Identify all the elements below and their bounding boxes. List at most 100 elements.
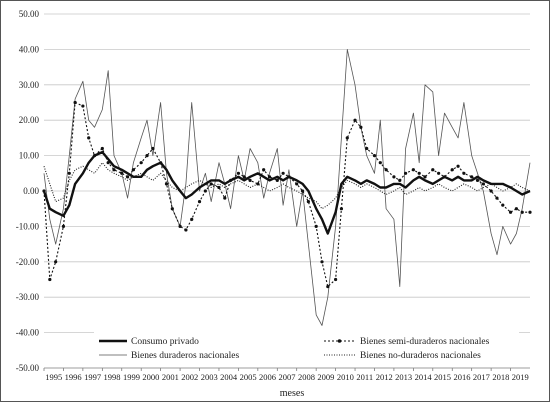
series-marker — [372, 154, 377, 158]
series-marker — [489, 189, 493, 193]
legend-box — [94, 331, 519, 361]
series-marker — [281, 171, 285, 175]
series-marker — [431, 168, 435, 172]
legend-marker — [337, 339, 342, 343]
series-marker — [384, 168, 388, 172]
series-marker — [256, 182, 260, 186]
series-marker — [295, 182, 299, 186]
series-marker — [470, 175, 474, 179]
series-marker — [236, 171, 240, 175]
series-marker — [398, 178, 402, 182]
series-marker — [112, 168, 116, 172]
x-tick-label: 2016 — [453, 372, 470, 382]
grid-lines — [44, 13, 530, 369]
series-marker — [462, 171, 466, 175]
series-marker — [326, 284, 330, 289]
series-marker — [242, 175, 246, 179]
series-line-1 — [43, 101, 530, 288]
series-marker — [48, 277, 52, 282]
series-marker — [125, 175, 130, 179]
x-tick-label: 2015 — [434, 372, 451, 382]
x-tick-label: 2002 — [181, 372, 198, 382]
series-marker — [339, 207, 344, 211]
series-marker — [145, 154, 149, 158]
series-marker — [359, 125, 363, 129]
y-tick-label: -20.00 — [16, 257, 40, 267]
x-tick-label: 2000 — [142, 372, 159, 382]
series-marker — [223, 196, 227, 200]
series-marker — [151, 146, 155, 151]
series-marker — [456, 164, 460, 168]
series-marker — [217, 185, 221, 190]
x-tick-label: 2017 — [473, 372, 490, 382]
series-marker — [248, 178, 252, 182]
series-marker — [314, 224, 318, 228]
x-tick-label: 1998 — [104, 372, 121, 382]
y-tick-label: 50.00 — [19, 9, 40, 19]
series-marker — [306, 200, 310, 204]
y-tick-label: 0.00 — [23, 186, 39, 196]
series-marker — [481, 182, 485, 186]
series-marker — [203, 189, 207, 193]
series-marker — [120, 171, 124, 175]
series-marker — [520, 210, 524, 214]
series-marker — [67, 171, 71, 175]
series-marker — [100, 146, 104, 151]
legend-label: Consumo privado — [131, 337, 199, 347]
series-marker — [345, 136, 349, 140]
series-line-3 — [43, 162, 531, 210]
x-tick-label: 1999 — [123, 372, 140, 382]
x-tick-label: 1997 — [84, 372, 101, 382]
series-marker — [197, 200, 202, 204]
series-marker — [54, 260, 58, 264]
series-marker — [450, 168, 454, 172]
x-axis-title: meses — [280, 388, 305, 399]
x-tick-label: 2014 — [415, 372, 433, 382]
series-marker — [164, 182, 169, 186]
series-marker — [437, 171, 441, 175]
x-tick-label: 2001 — [162, 372, 179, 382]
x-tick-label: 1995 — [45, 372, 62, 382]
x-tick-label: 2005 — [240, 372, 257, 382]
series-marker — [81, 104, 85, 108]
series-marker — [178, 224, 182, 228]
series-marker — [528, 210, 532, 214]
series-marker — [73, 100, 77, 105]
y-axis-ticks: 50.00 40.00 30.00 20.00 10.00 0.00 -10.00 -20.0… — [16, 9, 40, 373]
y-tick-label: -10.00 — [16, 221, 40, 231]
legend-label: Bienes semi-duraderos nacionales — [360, 337, 490, 347]
series-marker — [139, 161, 143, 165]
x-tick-label: 2004 — [220, 372, 238, 382]
y-tick-label: 20.00 — [19, 115, 40, 125]
series-marker — [131, 168, 136, 172]
series-marker — [275, 178, 279, 182]
series-line-2 — [43, 49, 531, 326]
series-marker — [378, 161, 382, 165]
series-marker — [334, 277, 338, 282]
y-tick-label: -40.00 — [16, 328, 40, 338]
series-marker — [501, 203, 505, 207]
series-marker — [209, 182, 213, 186]
series-marker — [508, 210, 513, 214]
x-axis-ticks: 1995 1996 1997 1998 1999 2000 2001 2002 2003 2004… — [43, 367, 530, 382]
x-tick-label: 2006 — [259, 372, 276, 382]
series-marker — [417, 171, 421, 175]
legend-label: Bienes duraderos nacionales — [131, 351, 239, 361]
x-tick-label: 2008 — [298, 372, 315, 382]
x-tick-label: 2012 — [376, 372, 393, 382]
x-tick-label: 2013 — [395, 372, 412, 382]
series-line-0 — [42, 150, 531, 235]
x-tick-label: 2007 — [279, 372, 296, 382]
y-tick-label: -50.00 — [16, 363, 40, 373]
y-tick-label: 30.00 — [19, 80, 40, 90]
x-tick-label: 1996 — [65, 372, 82, 382]
series-marker — [423, 175, 427, 179]
x-tick-label: 2003 — [201, 372, 218, 382]
y-tick-label: -30.00 — [16, 292, 40, 302]
series-marker — [365, 146, 369, 151]
y-tick-label: 40.00 — [19, 44, 40, 54]
series-marker — [300, 189, 305, 193]
series-marker — [320, 260, 324, 264]
x-tick-label: 2010 — [337, 372, 354, 382]
